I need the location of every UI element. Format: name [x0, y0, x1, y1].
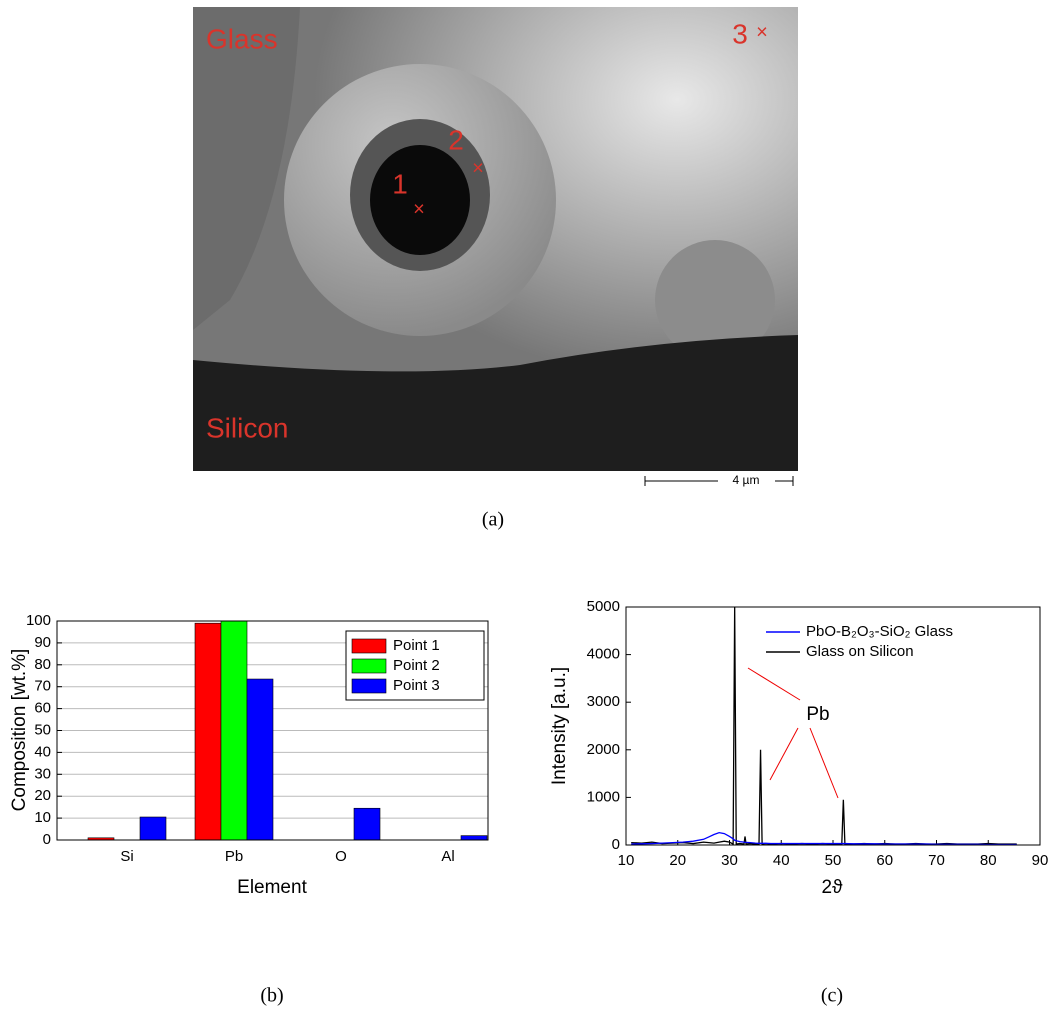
y-tick-label: 1000 — [587, 788, 620, 805]
legend-label: PbO-B₂O₃-SiO₂ Glass — [806, 623, 953, 640]
legend-swatch — [351, 638, 387, 654]
axes-frame — [56, 620, 489, 841]
legend-swatch — [351, 678, 387, 694]
y-tick-label: 40 — [34, 743, 51, 760]
annotation: Pb — [806, 704, 829, 725]
y-tick-label: 3000 — [587, 693, 620, 710]
legend-swatch — [351, 658, 387, 674]
point-label: 1 — [392, 168, 408, 199]
sem-image: Glass Silicon 1 × 2 × 3 × — [193, 7, 798, 471]
legend-label: Point 3 — [393, 677, 440, 694]
y-tick-label: 20 — [34, 787, 51, 804]
y-axis-label: Composition [wt.%] — [9, 649, 30, 812]
x-axis-label: Element — [237, 877, 307, 898]
bar — [220, 620, 248, 841]
y-tick-label: 90 — [34, 634, 51, 651]
x-tick-label: O — [335, 848, 347, 865]
x-axis-label: 2ϑ — [822, 877, 844, 898]
scale-bar: 4 µm — [644, 473, 794, 487]
x-tick-label: 90 — [1032, 852, 1049, 869]
caption: (b) — [260, 985, 283, 1007]
x-tick-label: 60 — [876, 852, 893, 869]
x-tick-label: Si — [120, 848, 133, 865]
annotation-arrows — [747, 667, 839, 799]
bar — [460, 835, 488, 841]
line-series — [631, 831, 1017, 846]
y-tick-label: 70 — [34, 678, 51, 695]
x-tick-label: 70 — [928, 852, 945, 869]
bar — [139, 816, 167, 841]
y-tick-label: 2000 — [587, 741, 620, 758]
legend-label: Point 1 — [393, 637, 440, 654]
x-tick-label: 40 — [773, 852, 790, 869]
x-tick-label: 30 — [721, 852, 738, 869]
y-tick-label: 50 — [34, 721, 51, 738]
y-tick-label: 0 — [43, 831, 51, 848]
y-tick-label: 5000 — [587, 598, 620, 615]
axes-frame — [625, 606, 1041, 846]
point-label: 3 — [732, 18, 748, 49]
legend-label: Glass on Silicon — [806, 643, 914, 660]
y-tick-label: 30 — [34, 765, 51, 782]
y-tick-label: 4000 — [587, 646, 620, 663]
y-tick-label: 10 — [34, 809, 51, 826]
x-tick-label: 10 — [618, 852, 635, 869]
legend-label: Point 2 — [393, 657, 440, 674]
x-tick-label: 20 — [669, 852, 686, 869]
y-tick-label: 60 — [34, 700, 51, 717]
caption: (a) — [482, 509, 504, 531]
y-axis-label: Intensity [a.u.] — [549, 667, 570, 785]
bar — [246, 678, 274, 841]
point-marker: × — [413, 198, 425, 220]
y-tick-label: 80 — [34, 656, 51, 673]
x-tick-label: 50 — [825, 852, 842, 869]
point-marker: × — [472, 157, 484, 179]
x-tick-label: Pb — [225, 848, 243, 865]
y-tick-label: 0 — [612, 836, 620, 853]
bar — [194, 622, 222, 841]
x-tick-label: 80 — [980, 852, 997, 869]
scale-label: 4 µm — [733, 473, 760, 487]
caption: (c) — [821, 985, 843, 1007]
point-label: 2 — [448, 124, 464, 155]
y-tick-label: 100 — [26, 612, 51, 629]
glass-label: Glass — [206, 23, 278, 54]
silicon-label: Silicon — [206, 412, 288, 443]
point-marker: × — [756, 21, 768, 43]
x-tick-label: Al — [441, 848, 454, 865]
bar — [353, 807, 381, 841]
